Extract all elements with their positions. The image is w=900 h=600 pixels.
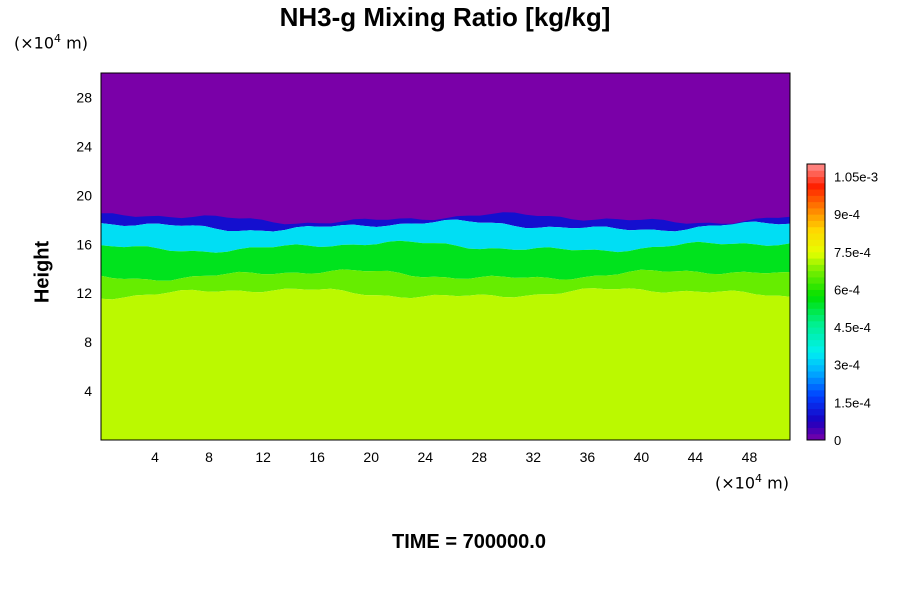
x-tick-label: 12 <box>255 449 271 465</box>
x-tick-label: 8 <box>205 449 213 465</box>
colorbar-band <box>807 207 825 215</box>
colorbar-band <box>807 182 825 190</box>
colorbar-tick-label: 3e-4 <box>834 358 860 373</box>
x-tick-label: 36 <box>580 449 596 465</box>
colorbar-band <box>807 358 825 366</box>
x-tick-label: 28 <box>471 449 487 465</box>
colorbar-band <box>807 308 825 316</box>
depleted-layer <box>101 73 790 226</box>
colorbar-band <box>807 364 825 372</box>
colorbar-tick-label: 1.05e-3 <box>834 170 878 185</box>
colorbar-band <box>807 264 825 272</box>
colorbar-tick-label: 1.5e-4 <box>834 395 871 410</box>
colorbar-band <box>807 389 825 397</box>
colorbar-band <box>807 283 825 290</box>
colorbar-band <box>807 258 825 265</box>
colorbar-band <box>807 421 825 428</box>
x-tick-label: 16 <box>309 449 325 465</box>
chart-title: NH3-g Mixing Ratio [kg/kg] <box>279 2 611 32</box>
colorbar-band <box>807 352 825 359</box>
colorbar-band <box>807 170 825 178</box>
x-tick-label: 20 <box>363 449 379 465</box>
colorbar-band <box>807 320 825 328</box>
colorbar-band <box>807 214 825 221</box>
x-tick-label: 48 <box>742 449 758 465</box>
colorbar-tick-label: 6e-4 <box>834 282 860 297</box>
colorbar-band <box>807 408 825 416</box>
time-label: TIME = 700000.0 <box>392 531 546 553</box>
colorbar-band <box>807 226 825 234</box>
colorbar-band <box>807 164 825 171</box>
colorbar-tick-label: 4.5e-4 <box>834 320 871 335</box>
colorbar-band <box>807 189 825 196</box>
colorbar-band <box>807 377 825 385</box>
colorbar-band <box>807 396 825 403</box>
y-tick-label: 28 <box>76 89 92 105</box>
colorbar-band <box>807 233 825 240</box>
colorbar-band <box>807 433 825 441</box>
y-tick-label: 4 <box>84 383 92 399</box>
y-tick-label: 12 <box>76 285 92 301</box>
colorbar-band <box>807 195 825 203</box>
transition-cyan <box>101 219 790 253</box>
y-tick-label: 24 <box>76 138 92 154</box>
y-tick-label: 16 <box>76 236 92 252</box>
x-axis-unit: (×104 m) <box>715 472 789 493</box>
x-tick-label: 40 <box>634 449 650 465</box>
y-tick-label: 20 <box>76 187 92 203</box>
colorbar-band <box>807 371 825 378</box>
x-tick-label: 4 <box>151 449 159 465</box>
colorbar-tick-label: 7.5e-4 <box>834 245 871 260</box>
colorbar-band <box>807 339 825 347</box>
colorbar-band <box>807 270 825 278</box>
colorbar-band <box>807 414 825 422</box>
colorbar-band <box>807 220 825 228</box>
colorbar-band <box>807 251 825 259</box>
transition-green <box>101 240 790 281</box>
colorbar-band <box>807 314 825 322</box>
colorbar-band <box>807 402 825 410</box>
colorbar-tick-label: 9e-4 <box>834 207 860 222</box>
colorbar-band <box>807 327 825 334</box>
colorbar-band <box>807 201 825 209</box>
colorbar-frame <box>806 163 826 441</box>
colorbar-band <box>807 295 825 303</box>
y-tick-label: 8 <box>84 334 92 350</box>
colorbar-band <box>807 239 825 247</box>
y-axis-unit: (×104 m) <box>14 32 88 53</box>
colorbar-band <box>807 245 825 253</box>
x-tick-label: 32 <box>526 449 542 465</box>
plot-frame <box>100 72 791 441</box>
well-mixed-layer <box>101 288 790 440</box>
colorbar-band <box>807 345 825 353</box>
transition-dark-blue <box>101 212 790 232</box>
transition-yellowgreen <box>101 269 790 300</box>
colorbar-tick-label: 0 <box>834 433 841 448</box>
colorbar-band <box>807 333 825 341</box>
colorbar-band <box>807 289 825 297</box>
colorbar-band <box>807 302 825 309</box>
colorbar-band <box>807 176 825 184</box>
x-tick-label: 24 <box>417 449 433 465</box>
colorbar-band <box>807 276 825 284</box>
colorbar-band <box>807 383 825 391</box>
colorbar-band <box>807 427 825 435</box>
x-tick-label: 44 <box>688 449 704 465</box>
